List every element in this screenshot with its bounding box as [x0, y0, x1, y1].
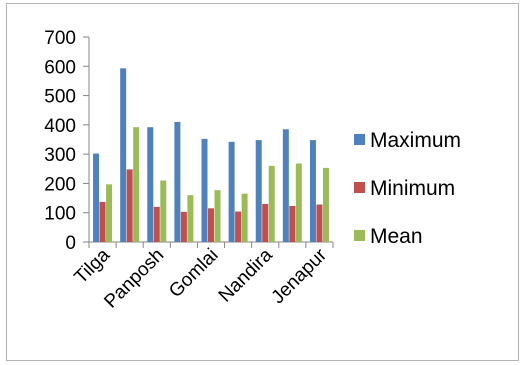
x-category-label: Gomlai: [165, 245, 222, 302]
y-tick-label: 300: [44, 145, 76, 166]
legend-label-mean: Mean: [370, 225, 423, 248]
bar-maximum-2: [147, 127, 154, 242]
bar-mean-2: [160, 180, 167, 242]
y-tick-label: 700: [44, 28, 76, 49]
bar-minimum-7: [289, 205, 296, 242]
x-category-label: Jenapur: [268, 244, 332, 308]
bar-minimum-8: [316, 204, 323, 242]
bar-mean-5: [241, 193, 248, 242]
bar-mean-1: [133, 127, 140, 242]
y-tick-label: 400: [44, 116, 76, 137]
legend: Maximum Minimum Mean: [354, 129, 461, 248]
x-category-label: Nandira: [215, 244, 277, 306]
y-tick-label: 0: [65, 233, 76, 254]
bar-mean-8: [322, 167, 329, 242]
bar-minimum-5: [235, 211, 242, 242]
bar-maximum-7: [282, 129, 289, 242]
bar-maximum-1: [120, 68, 127, 242]
bar-minimum-3: [180, 211, 187, 242]
bar-maximum-8: [309, 140, 316, 242]
y-axis: 0 100 200 300 400 500 600 700: [44, 28, 90, 254]
bar-minimum-4: [208, 208, 214, 242]
legend-label-maximum: Maximum: [370, 129, 461, 152]
bar-mean-6: [268, 165, 275, 242]
y-tick-label: 500: [44, 87, 76, 108]
legend-swatch-mean: [354, 230, 365, 241]
y-tick-label: 200: [44, 174, 76, 195]
bar-maximum-6: [255, 140, 262, 242]
x-category-label: Tilga: [71, 244, 115, 288]
chart-frame: [6, 3, 519, 361]
bar-minimum-0: [99, 201, 106, 242]
bar-minimum-6: [262, 203, 269, 242]
bar-maximum-3: [174, 121, 181, 242]
bars: [93, 68, 329, 242]
bar-minimum-2: [153, 206, 160, 242]
bar-mean-4: [214, 190, 221, 242]
legend-label-minimum: Minimum: [370, 177, 455, 200]
bar-maximum-5: [228, 141, 235, 242]
bar-maximum-0: [93, 153, 100, 242]
bar-mean-3: [187, 195, 194, 242]
bar-minimum-1: [126, 169, 133, 242]
y-tick-label: 100: [44, 204, 76, 225]
y-tick-label: 600: [44, 57, 76, 78]
legend-swatch-maximum: [354, 134, 365, 145]
bar-maximum-4: [201, 138, 208, 242]
bar-mean-0: [106, 184, 113, 242]
x-category-label: Panposh: [100, 245, 168, 313]
legend-swatch-minimum: [354, 182, 365, 193]
bar-mean-7: [295, 163, 302, 242]
